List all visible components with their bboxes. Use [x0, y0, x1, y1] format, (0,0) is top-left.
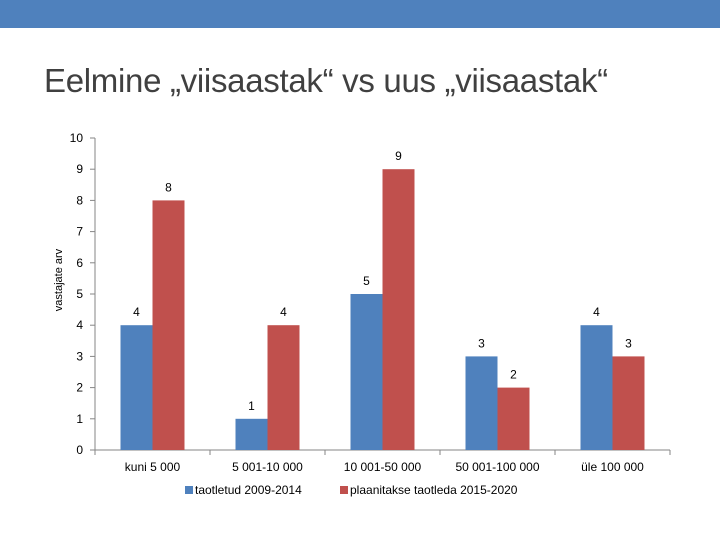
y-tick-label: 4 — [76, 318, 83, 332]
bar-taotletud — [350, 294, 383, 450]
y-tick-label: 2 — [76, 381, 83, 395]
bar-taotletud — [120, 325, 153, 450]
data-label: 5 — [363, 274, 370, 288]
bar-plaanitakse — [152, 200, 185, 450]
slide-title: Eelmine „viisaastak“ vs uus „viisaastak“ — [44, 62, 608, 99]
y-tick-label: 6 — [76, 256, 83, 270]
data-label: 2 — [510, 368, 517, 382]
x-tick-label: 50 001-100 000 — [455, 460, 539, 474]
legend-label: plaanitakse taotleda 2015-2020 — [350, 483, 518, 497]
y-tick-label: 0 — [76, 443, 83, 457]
bar-plaanitakse — [612, 356, 645, 450]
data-label: 4 — [133, 305, 140, 319]
top-accent-bar — [0, 0, 720, 28]
bar-taotletud — [465, 356, 498, 450]
y-tick-label: 8 — [76, 193, 83, 207]
data-label: 3 — [625, 336, 632, 350]
y-tick-label: 7 — [76, 225, 83, 239]
bar-taotletud — [580, 325, 613, 450]
y-tick-label: 9 — [76, 162, 83, 176]
x-tick-label: 10 001-50 000 — [344, 460, 422, 474]
bar-taotletud — [235, 418, 268, 450]
data-label: 8 — [165, 180, 172, 194]
y-tick-label: 1 — [76, 412, 83, 426]
x-tick-label: üle 100 000 — [581, 460, 644, 474]
legend-swatch — [185, 486, 193, 494]
bar-plaanitakse — [497, 387, 530, 450]
data-label: 4 — [280, 305, 287, 319]
legend-swatch — [340, 486, 348, 494]
y-axis-label: vastajate arv — [53, 248, 65, 311]
x-tick-label: kuni 5 000 — [125, 460, 181, 474]
y-tick-label: 3 — [76, 349, 83, 363]
data-label: 9 — [395, 149, 402, 163]
bar-plaanitakse — [267, 325, 300, 450]
data-label: 3 — [478, 336, 485, 350]
bar-plaanitakse — [382, 169, 415, 450]
data-label: 1 — [248, 399, 255, 413]
legend-label: taotletud 2009-2014 — [195, 483, 302, 497]
y-tick-label: 10 — [70, 131, 84, 145]
y-tick-label: 5 — [76, 287, 83, 301]
x-tick-label: 5 001-10 000 — [232, 460, 303, 474]
data-label: 4 — [593, 305, 600, 319]
